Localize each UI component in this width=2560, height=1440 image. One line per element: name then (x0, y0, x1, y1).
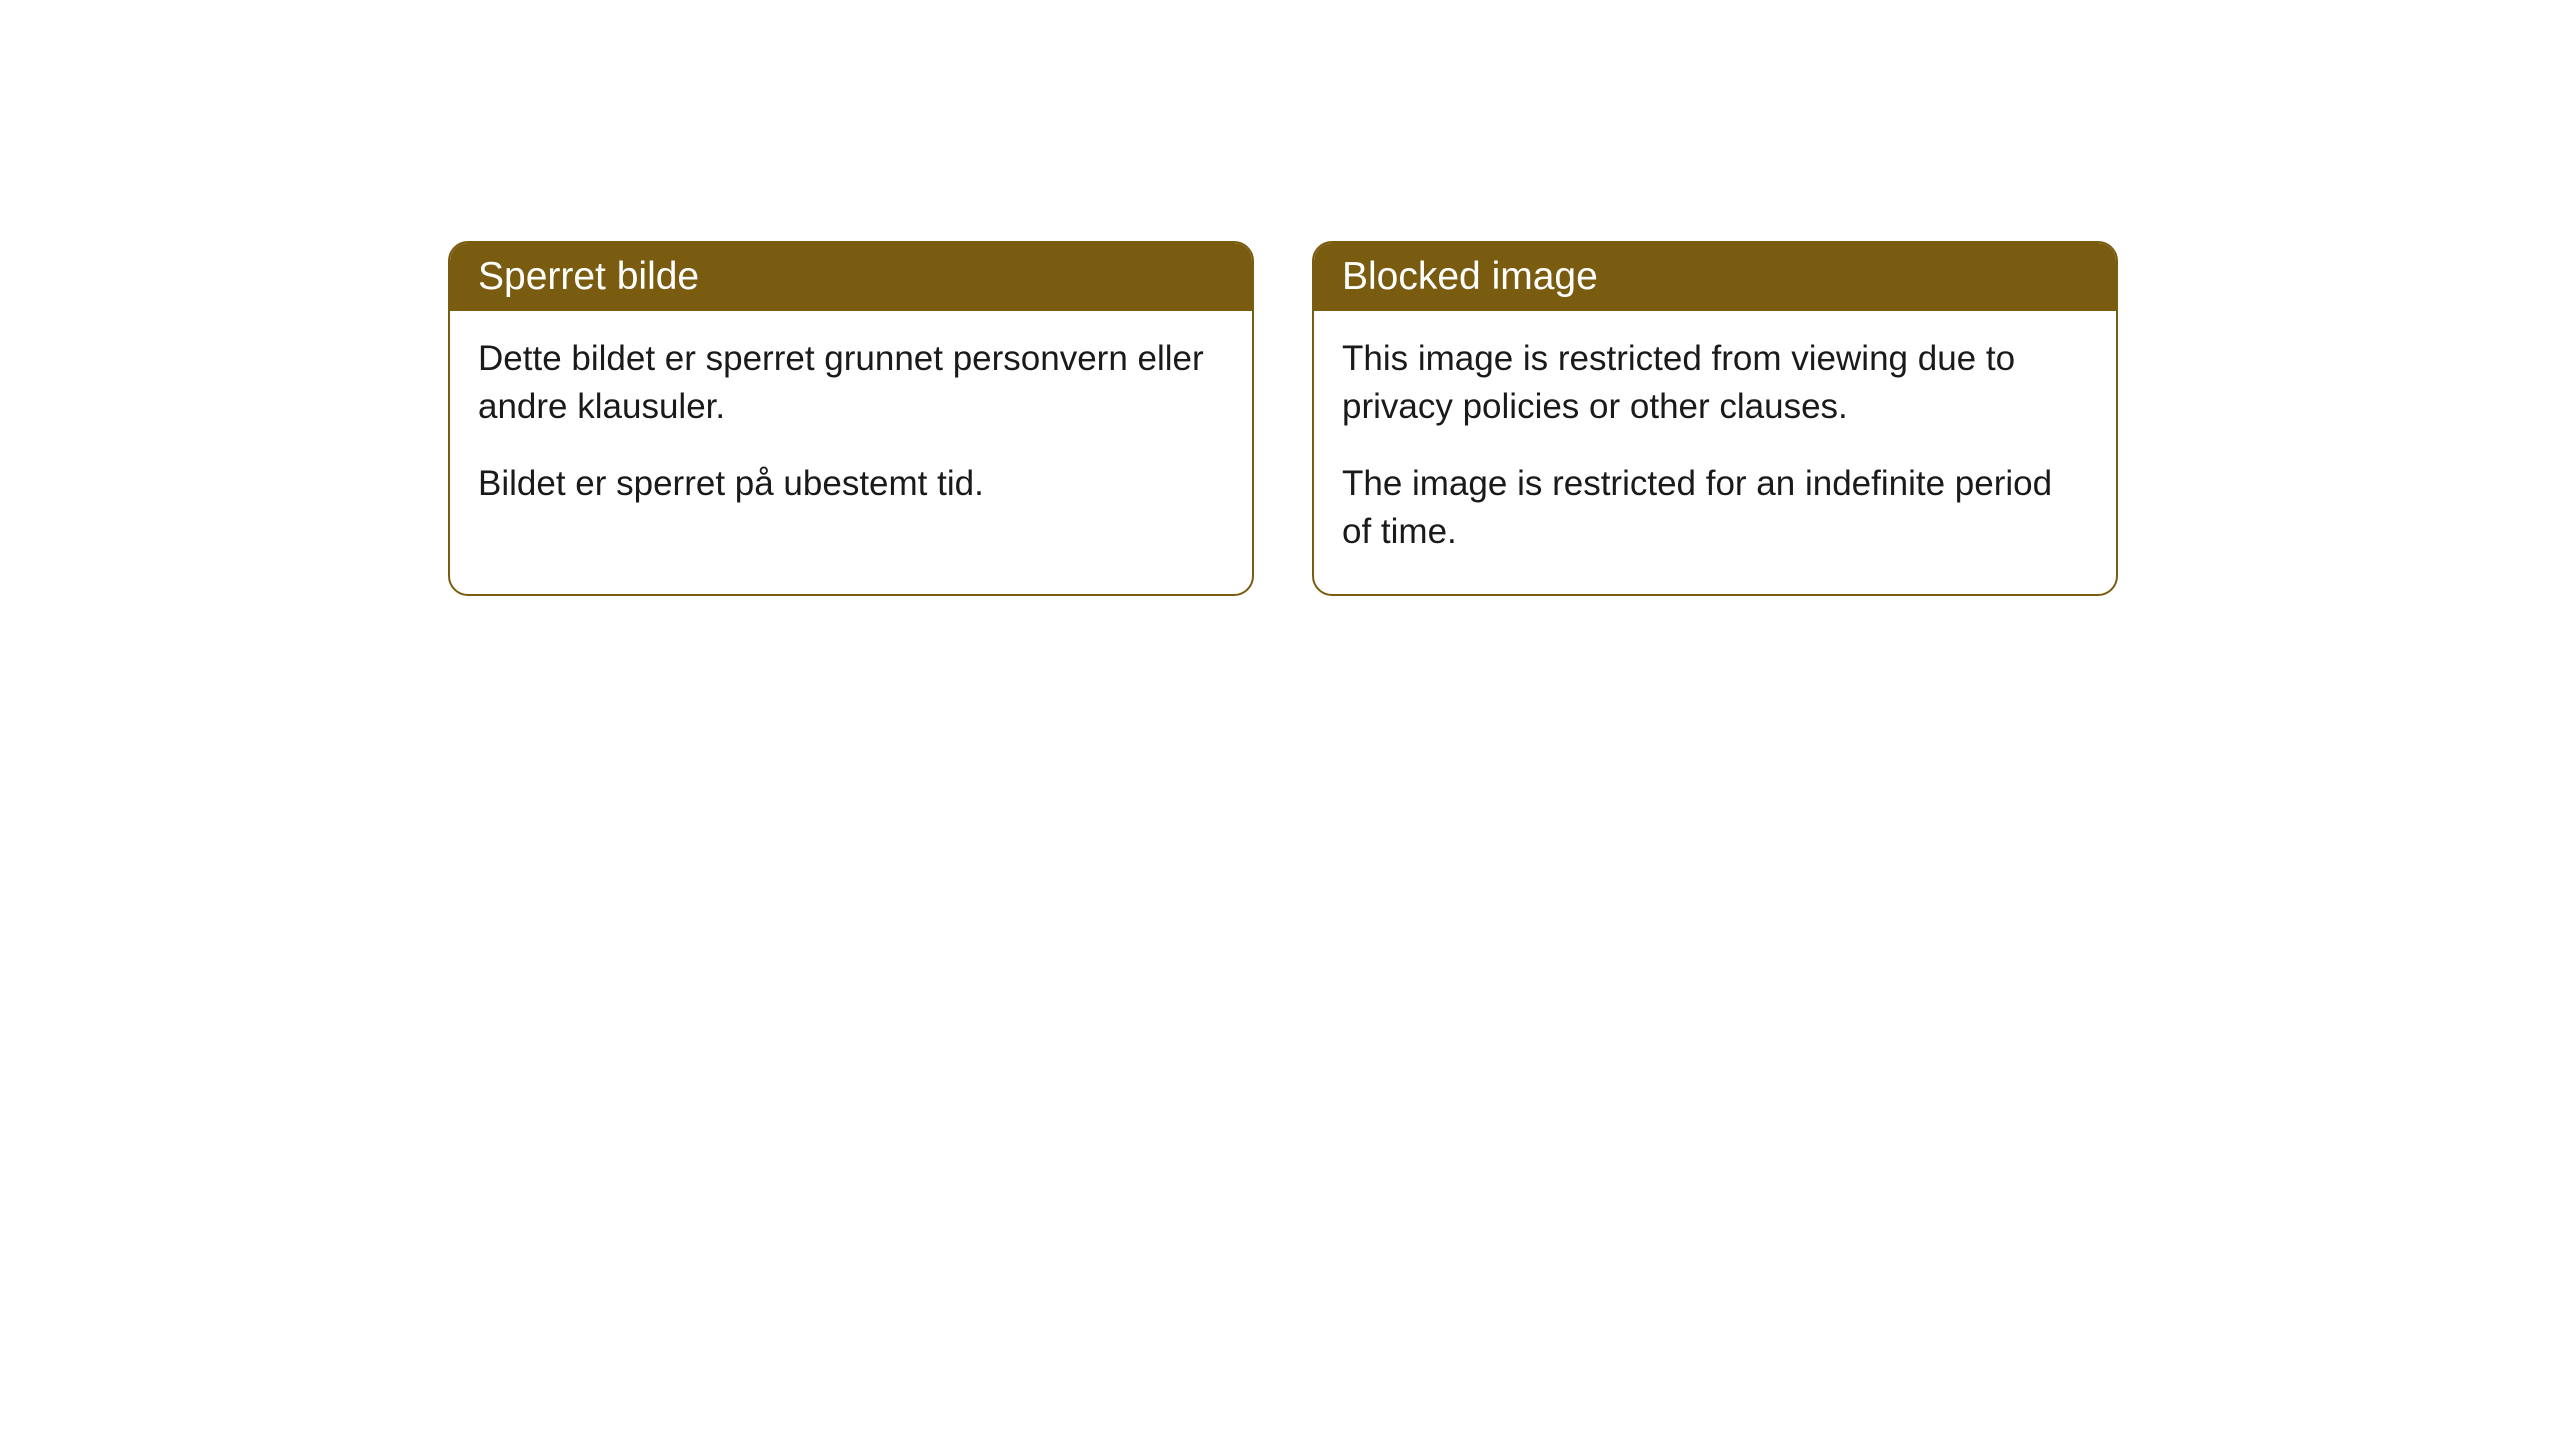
norwegian-paragraph-1: Dette bildet er sperret grunnet personve… (478, 335, 1224, 432)
english-notice-card: Blocked image This image is restricted f… (1312, 241, 2118, 596)
norwegian-notice-card: Sperret bilde Dette bildet er sperret gr… (448, 241, 1254, 596)
english-card-body: This image is restricted from viewing du… (1314, 311, 2116, 594)
english-card-title: Blocked image (1314, 243, 2116, 311)
norwegian-paragraph-2: Bildet er sperret på ubestemt tid. (478, 460, 1224, 508)
notice-cards-container: Sperret bilde Dette bildet er sperret gr… (448, 241, 2118, 596)
english-paragraph-1: This image is restricted from viewing du… (1342, 335, 2088, 432)
norwegian-card-body: Dette bildet er sperret grunnet personve… (450, 311, 1252, 546)
norwegian-card-title: Sperret bilde (450, 243, 1252, 311)
english-paragraph-2: The image is restricted for an indefinit… (1342, 460, 2088, 557)
